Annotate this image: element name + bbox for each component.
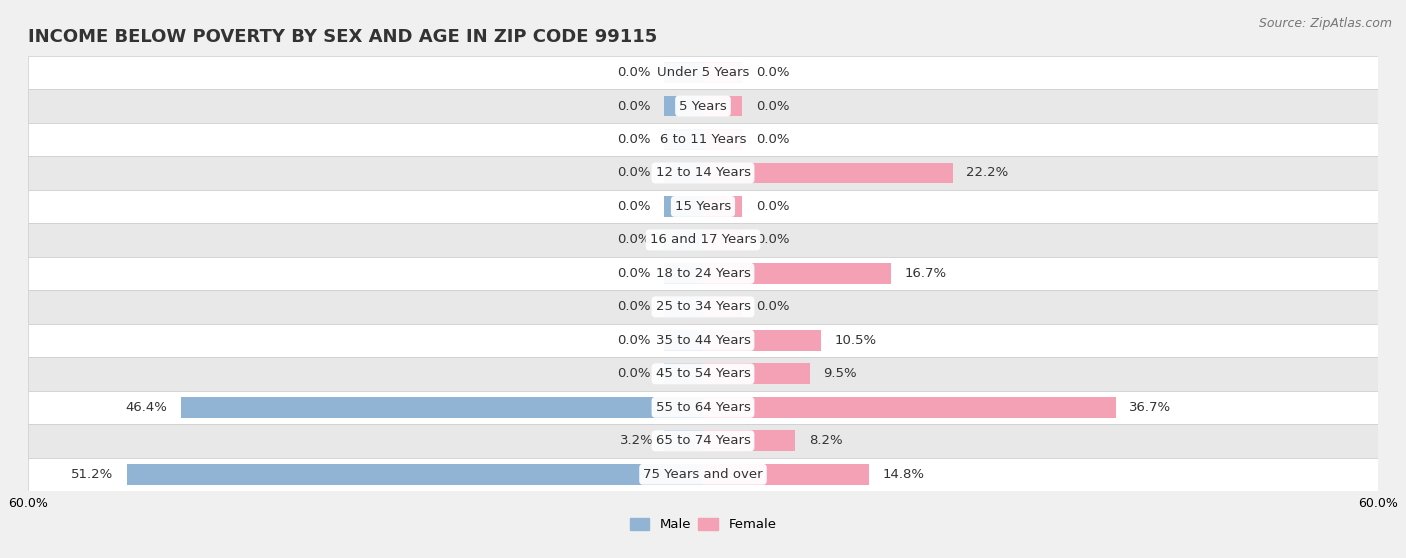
Bar [28,123,1378,156]
Bar [664,129,703,150]
Text: 12 to 14 Years: 12 to 14 Years [655,166,751,180]
Bar [703,464,869,485]
Bar [703,330,821,351]
Text: INCOME BELOW POVERTY BY SEX AND AGE IN ZIP CODE 99115: INCOME BELOW POVERTY BY SEX AND AGE IN Z… [28,28,658,46]
Text: 14.8%: 14.8% [883,468,925,481]
Bar [127,464,703,485]
Bar [703,95,742,117]
Text: 0.0%: 0.0% [756,133,789,146]
Bar [28,156,1378,190]
Text: 0.0%: 0.0% [617,166,650,180]
Text: 0.0%: 0.0% [756,300,789,314]
Bar [28,324,1378,357]
Bar [703,129,742,150]
Text: 0.0%: 0.0% [617,367,650,381]
Bar [28,357,1378,391]
Bar [28,391,1378,424]
Text: 6 to 11 Years: 6 to 11 Years [659,133,747,146]
Text: 0.0%: 0.0% [617,267,650,280]
Bar [664,263,703,284]
Bar [664,430,703,451]
Text: 0.0%: 0.0% [617,300,650,314]
Text: 36.7%: 36.7% [1129,401,1171,414]
Bar [664,162,703,184]
Text: 0.0%: 0.0% [617,133,650,146]
Bar [703,196,742,217]
Bar [28,458,1378,491]
Bar [703,296,742,318]
Legend: Male, Female: Male, Female [624,513,782,537]
Text: 35 to 44 Years: 35 to 44 Years [655,334,751,347]
Bar [703,363,810,384]
Text: Under 5 Years: Under 5 Years [657,66,749,79]
Text: 18 to 24 Years: 18 to 24 Years [655,267,751,280]
Text: Source: ZipAtlas.com: Source: ZipAtlas.com [1258,17,1392,30]
Text: 16 and 17 Years: 16 and 17 Years [650,233,756,247]
Bar [703,263,891,284]
Text: 8.2%: 8.2% [808,434,842,448]
Bar [28,424,1378,458]
Text: 10.5%: 10.5% [835,334,877,347]
Bar [181,397,703,418]
Text: 45 to 54 Years: 45 to 54 Years [655,367,751,381]
Text: 55 to 64 Years: 55 to 64 Years [655,401,751,414]
Text: 9.5%: 9.5% [824,367,858,381]
Text: 3.2%: 3.2% [620,434,654,448]
Text: 65 to 74 Years: 65 to 74 Years [655,434,751,448]
Bar [664,196,703,217]
Text: 75 Years and over: 75 Years and over [643,468,763,481]
Text: 0.0%: 0.0% [756,66,789,79]
Bar [703,397,1116,418]
Bar [664,296,703,318]
Bar [664,62,703,83]
Text: 25 to 34 Years: 25 to 34 Years [655,300,751,314]
Bar [28,290,1378,324]
Text: 0.0%: 0.0% [617,233,650,247]
Bar [664,229,703,251]
Bar [703,62,742,83]
Text: 0.0%: 0.0% [756,233,789,247]
Bar [28,190,1378,223]
Text: 0.0%: 0.0% [617,334,650,347]
Bar [703,229,742,251]
Bar [664,330,703,351]
Text: 0.0%: 0.0% [617,200,650,213]
Bar [28,257,1378,290]
Text: 22.2%: 22.2% [966,166,1008,180]
Bar [703,430,796,451]
Text: 51.2%: 51.2% [72,468,114,481]
Text: 0.0%: 0.0% [617,99,650,113]
Bar [703,162,953,184]
Text: 46.4%: 46.4% [125,401,167,414]
Text: 0.0%: 0.0% [756,99,789,113]
Bar [28,56,1378,89]
Bar [664,95,703,117]
Text: 0.0%: 0.0% [756,200,789,213]
Bar [664,363,703,384]
Bar [28,223,1378,257]
Bar [28,89,1378,123]
Text: 16.7%: 16.7% [904,267,946,280]
Text: 0.0%: 0.0% [617,66,650,79]
Text: 15 Years: 15 Years [675,200,731,213]
Text: 5 Years: 5 Years [679,99,727,113]
